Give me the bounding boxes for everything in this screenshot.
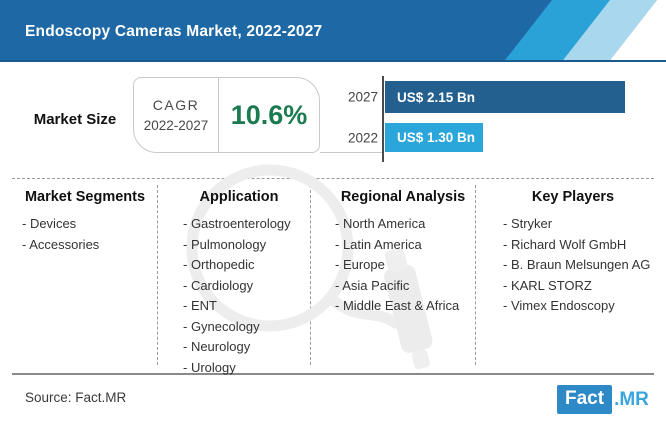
bar: US$ 2.15 Bn	[385, 81, 625, 113]
list-item: - B. Braun Melsungen AG	[503, 257, 651, 272]
source-attribution: Source: Fact.MR	[25, 390, 127, 405]
bar-year-label: 2022	[347, 130, 378, 145]
column-list: - Gastroenterology - Pulmonology - Orthope…	[183, 214, 295, 378]
column-regional-analysis: Regional Analysis - North America - Latin…	[335, 189, 471, 317]
footer-divider	[12, 373, 654, 375]
chart-axis	[382, 76, 384, 162]
logo-mr-text: .MR	[614, 388, 649, 410]
list-item: - Asia Pacific	[335, 277, 410, 293]
list-item: - Vimex Endoscopy	[503, 298, 615, 313]
list-item: - Gynecology	[183, 318, 260, 334]
column-title: Application	[199, 189, 279, 205]
list-item: - Europe	[335, 257, 385, 272]
column-title: Market Segments	[24, 189, 146, 205]
list-item: - Richard Wolf GmbH	[503, 236, 627, 252]
list-item: - Middle East & Africa	[335, 298, 460, 313]
bar-row: 2027 US$ 2.15 Bn	[340, 81, 666, 113]
list-item: - Devices	[22, 216, 77, 231]
header-banner: Endoscopy Cameras Market, 2022-2027	[0, 0, 666, 62]
column-title: Key Players	[531, 189, 615, 205]
bar-chart: 2027 US$ 2.15 Bn 2022 US$ 1.30 Bn	[340, 76, 666, 162]
market-size-label: Market Size	[33, 111, 117, 128]
list-item: - ENT	[183, 298, 217, 313]
bar-value-label: US$ 1.30 Bn	[397, 130, 476, 145]
list-item: - Latin America	[335, 236, 422, 252]
column-list: - Stryker - Richard Wolf GmbH - B. Braun M…	[503, 214, 651, 317]
list-item: - Cardiology	[183, 277, 254, 293]
bar-value-label: US$ 2.15 Bn	[397, 89, 476, 105]
section-divider-dashed	[12, 178, 654, 179]
list-item: - Neurology	[183, 339, 251, 354]
cagr-label-cell: CAGR 2022-2027	[134, 78, 219, 152]
column-application: Application - Gastroenterology - Pulmonol…	[183, 189, 295, 378]
column-key-players: Key Players - Stryker - Richard Wolf GmbH…	[503, 189, 651, 317]
list-item: - Orthopedic	[183, 257, 255, 272]
column-list: - Devices - Accessories	[22, 214, 148, 255]
column-divider	[475, 185, 476, 365]
list-item: - KARL STORZ	[503, 277, 592, 293]
page-title: Endoscopy Cameras Market, 2022-2027	[25, 23, 323, 40]
list-item: - Urology	[183, 359, 236, 375]
column-title: Regional Analysis	[340, 189, 466, 205]
cagr-box-extension-line	[320, 152, 383, 153]
cagr-period: 2022-2027	[143, 118, 209, 133]
list-item: - Stryker	[503, 216, 553, 231]
list-item: - Pulmonology	[183, 236, 267, 252]
list-item: - North America	[335, 216, 426, 231]
column-divider	[157, 185, 158, 365]
cagr-label: CAGR	[152, 97, 200, 113]
column-list: - North America - Latin America - Europe - …	[335, 214, 471, 317]
bar: US$ 1.30 Bn	[385, 123, 483, 152]
cagr-box: CAGR 2022-2027 10.6%	[133, 77, 320, 153]
factmr-logo: Fact .MR	[557, 385, 649, 414]
bar-year-label: 2027	[347, 89, 378, 105]
column-market-segments: Market Segments - Devices - Accessories	[22, 189, 148, 255]
bar-row: 2022 US$ 1.30 Bn	[340, 123, 666, 152]
list-item: - Accessories	[22, 236, 100, 252]
cagr-value: 10.6%	[230, 99, 308, 130]
logo-fact-badge: Fact	[557, 385, 613, 414]
list-item: - Gastroenterology	[183, 216, 291, 231]
column-divider	[310, 185, 311, 365]
